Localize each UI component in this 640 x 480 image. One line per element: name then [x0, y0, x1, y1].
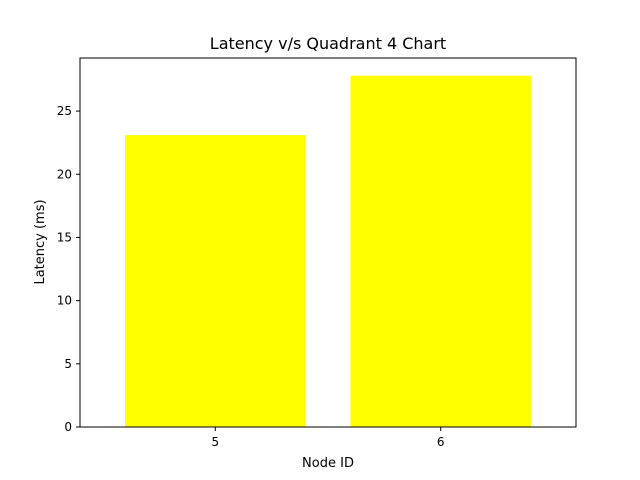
y-tick-label: 0: [64, 420, 72, 434]
y-axis-label: Latency (ms): [33, 199, 48, 284]
chart-title: Latency v/s Quadrant 4 Chart: [210, 34, 446, 53]
y-tick-label: 15: [57, 230, 72, 244]
y-tick-label: 5: [64, 357, 72, 371]
bar-node-6: [350, 75, 531, 428]
y-tick-label: 10: [57, 294, 72, 308]
y-axis-ticks: 0 5 10 15 20 25: [57, 104, 80, 434]
y-tick-label: 25: [57, 104, 72, 118]
bar-node-5: [125, 135, 306, 427]
x-tick-label: 5: [211, 435, 219, 449]
bars-group: [125, 75, 531, 428]
y-tick-label: 20: [57, 167, 72, 181]
plot-frame: [79, 57, 577, 428]
x-axis-label: Node ID: [302, 456, 354, 471]
x-tick-label: 6: [437, 435, 445, 449]
